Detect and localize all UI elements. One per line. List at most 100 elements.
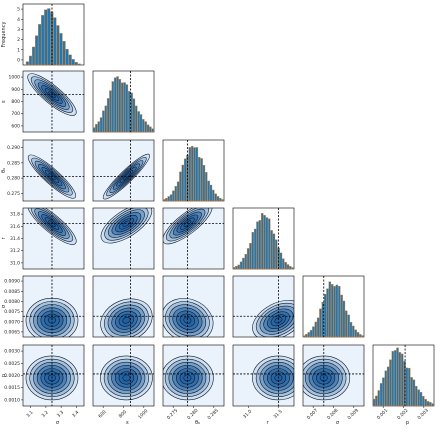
panel-frame — [92, 207, 155, 270]
histogram-bar — [202, 165, 206, 202]
histogram-bar — [132, 98, 136, 133]
histogram-bar — [198, 157, 201, 202]
histogram-bar — [253, 228, 257, 270]
histogram-bar — [235, 266, 238, 270]
y-tick-label: 0.0010 — [4, 397, 20, 403]
histogram-bar — [174, 186, 178, 202]
histogram-bar — [386, 366, 390, 407]
histogram-bar — [190, 146, 194, 202]
density-contour — [183, 316, 192, 324]
histogram-bar — [130, 92, 133, 133]
y-tick-label: 0 — [17, 57, 20, 63]
histogram-bar — [59, 33, 63, 66]
histogram-bar — [118, 79, 122, 133]
histogram-bar — [123, 82, 126, 133]
histogram-bar — [172, 190, 175, 202]
panel-background — [23, 71, 84, 132]
pair-panel-3-0 — [22, 207, 85, 270]
histogram-bar — [244, 254, 248, 270]
histogram-bar — [205, 172, 208, 202]
histogram-bar — [309, 330, 313, 338]
pair-panel-5-0 — [22, 344, 85, 407]
y-tick-label: 0.0015 — [4, 385, 20, 391]
histogram-bar — [53, 17, 57, 66]
histogram-bar — [352, 325, 355, 338]
histogram-bar — [162, 199, 166, 202]
histogram-bar — [338, 286, 341, 338]
histogram-bar — [181, 164, 185, 202]
histogram-bar — [77, 63, 81, 66]
histogram-bar — [167, 196, 170, 202]
histogram-bar — [347, 314, 350, 338]
histogram-bar — [47, 8, 51, 66]
histogram-bar — [342, 300, 346, 338]
histogram-bar — [333, 286, 336, 338]
histogram-bar — [265, 217, 269, 270]
histogram-bar — [44, 9, 48, 66]
x-axis-label: p — [406, 420, 409, 426]
pair-panel-2-0 — [22, 139, 85, 202]
histogram-bar — [239, 261, 243, 270]
panel-frame — [92, 275, 155, 338]
y-tick-label: 1000 — [9, 75, 21, 81]
y-tick-label: 31.4 — [10, 236, 20, 242]
x-tick-label: 0.007 — [306, 408, 319, 421]
histogram-bar — [256, 221, 259, 270]
y-tick-label: 0.0090 — [4, 279, 20, 285]
y-tick-label: 0.280 — [7, 176, 20, 182]
y-tick-label: 0.0075 — [4, 309, 20, 315]
histogram-bar — [275, 239, 278, 270]
y-tick-label: 5 — [17, 7, 20, 13]
y-axis-label: θ₀ — [1, 168, 7, 173]
histogram-bar — [307, 332, 310, 338]
histogram-bar — [109, 90, 112, 133]
histogram-bar — [183, 158, 187, 202]
y-tick-label: 0.0065 — [4, 329, 20, 335]
histogram-bar — [214, 193, 217, 202]
density-contour — [274, 317, 283, 324]
y-tick-label: 0.275 — [7, 191, 20, 197]
histogram-bar — [429, 402, 432, 407]
histogram-bar — [95, 124, 98, 133]
pair-panel-5-3 — [232, 344, 295, 407]
histogram-bar — [120, 82, 124, 133]
histogram-bar — [305, 333, 308, 338]
y-tick-label: 0.0085 — [4, 289, 20, 295]
histogram-bar — [289, 266, 292, 270]
x-tick-label: 0.003 — [416, 408, 429, 421]
pair-panel-5-4 — [302, 344, 365, 407]
x-tick-label: 0.002 — [396, 408, 409, 421]
histogram-bar — [345, 310, 348, 338]
histogram-bar — [25, 61, 30, 66]
marginal-panel-5 — [372, 344, 435, 407]
x-tick-label: 800 — [118, 409, 128, 419]
histogram-bar — [316, 317, 320, 338]
histogram-bar — [104, 105, 108, 133]
histogram-bar — [68, 54, 72, 66]
pair-panel-5-2 — [162, 344, 225, 407]
pair-panel-3-1 — [92, 207, 155, 270]
y-tick-label: 0.0020 — [4, 373, 20, 379]
histogram-bar — [393, 350, 397, 407]
y-axis-label: Frequency — [1, 22, 7, 48]
histogram-bar — [146, 124, 150, 133]
histogram-bar — [38, 24, 42, 66]
histogram-bar — [405, 367, 409, 407]
y-tick-label: 31.6 — [10, 224, 20, 230]
histogram-bar — [195, 147, 199, 202]
pair-panel-2-1 — [92, 139, 155, 202]
histogram-bar — [219, 197, 222, 202]
x-axis-label: ε — [126, 420, 129, 426]
y-tick-label: 0.0070 — [4, 319, 20, 325]
density-contour — [122, 316, 131, 324]
histogram-bar — [125, 84, 129, 133]
pair-panel-4-0 — [22, 275, 85, 338]
histogram-bar — [249, 242, 252, 270]
histogram-bar — [56, 25, 60, 66]
x-tick-label: 3.2 — [41, 410, 50, 419]
x-tick-label: 0.285 — [206, 408, 219, 421]
histogram-bar — [200, 158, 203, 202]
panel-frame — [232, 275, 295, 338]
histogram-bar — [349, 321, 353, 338]
histogram-bar — [237, 264, 240, 270]
